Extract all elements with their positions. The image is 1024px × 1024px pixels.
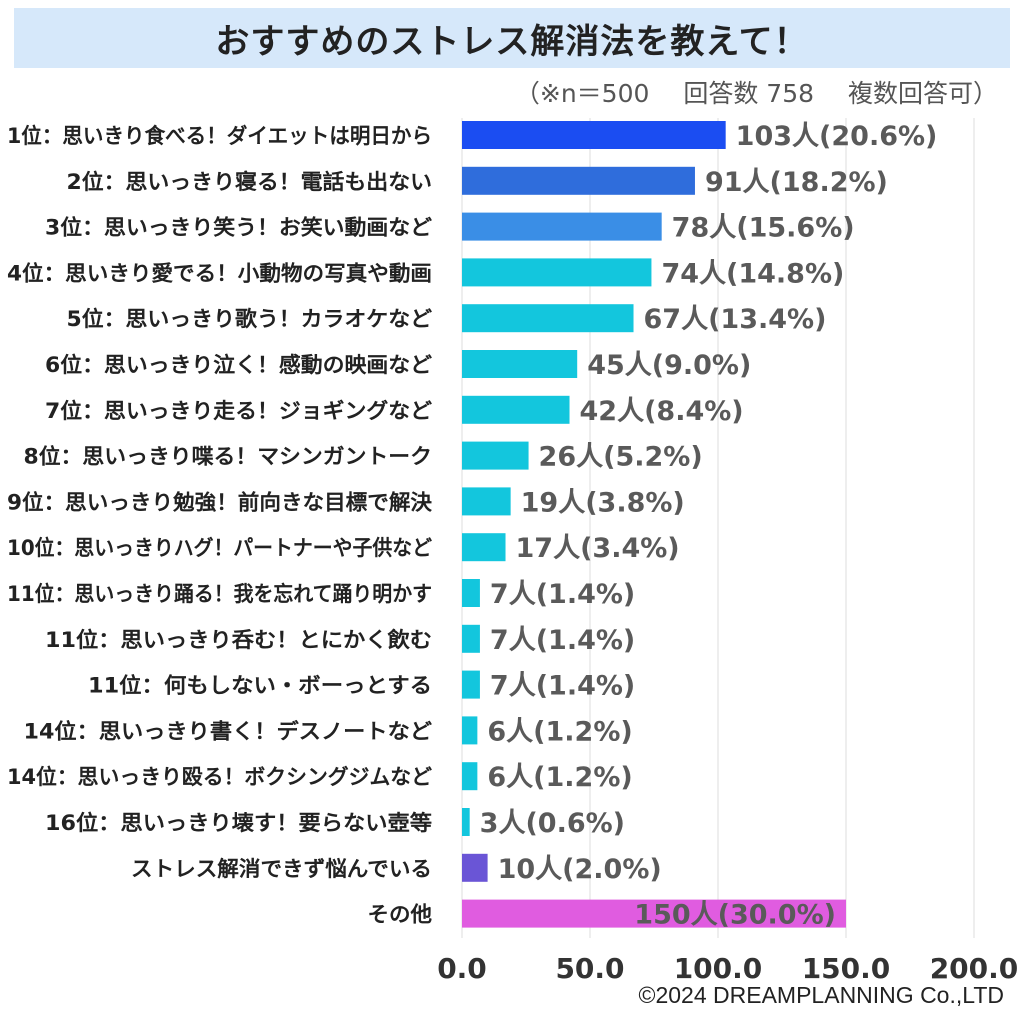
bar	[462, 258, 652, 287]
bar	[462, 304, 634, 333]
data-label: 103人(20.6%)	[736, 121, 938, 152]
data-label: 26人(5.2%)	[539, 442, 703, 473]
bar	[462, 762, 478, 791]
data-label: 7人(1.4%)	[490, 671, 635, 702]
data-label: 17人(3.4%)	[516, 533, 680, 564]
category-label: 7位：思いっきり走る！ジョギングなど	[45, 399, 432, 423]
data-label: 3人(0.6%)	[480, 808, 625, 839]
category-label: 8位：思いっきり喋る！マシンガントーク	[24, 445, 432, 469]
bar	[462, 487, 511, 516]
data-label: 6人(1.2%)	[487, 716, 632, 747]
category-label: 6位：思いっきり泣く！感動の映画など	[45, 353, 432, 377]
bar	[462, 808, 470, 836]
category-label: 1位：思いきり食べる！ダイエットは明日から	[7, 124, 432, 148]
data-label: 6人(1.2%)	[487, 762, 632, 793]
x-tick-label: 50.0	[555, 952, 624, 985]
category-label: 10位：思いっきりハグ！パートナーや子供など	[7, 536, 432, 560]
x-tick-label: 100.0	[674, 952, 763, 985]
bar	[462, 533, 506, 562]
category-label: 5位：思いっきり歌う！カラオケなど	[67, 307, 433, 331]
bar	[462, 579, 480, 607]
data-label: 7人(1.4%)	[490, 625, 635, 656]
category-label: 16位：思いっきり壊す！要らない壺等	[45, 811, 432, 835]
title-bar: おすすめのストレス解消法を教えて！	[14, 8, 1010, 68]
category-label: その他	[368, 903, 433, 927]
bar	[462, 212, 662, 241]
category-label: 2位：思いっきり寝る！電話も出ない	[67, 170, 433, 194]
data-label: 10人(2.0%)	[498, 854, 662, 885]
category-label: 3位：思いっきり笑う！お笑い動画など	[45, 216, 432, 240]
data-label: 19人(3.8%)	[521, 487, 685, 518]
category-label: 4位：思いきり愛でる！小動物の写真や動画	[7, 261, 432, 285]
category-label: 11位：思いっきり踊る！我を忘れて踊り明かす	[7, 582, 432, 606]
category-label: 11位：何もしない・ボーっとする	[88, 674, 432, 698]
category-label: 14位：思いっきり殴る！ボクシングジムなど	[7, 765, 432, 789]
data-label: 150人(30.0%)	[634, 900, 836, 931]
bar	[462, 441, 529, 470]
multiple-answer-note: 複数回答可）	[847, 79, 998, 108]
answer-count: 回答数 758	[683, 79, 815, 108]
copyright: ©2024 DREAMPLANNING Co.,LTD	[638, 982, 1004, 1008]
category-label: ストレス解消できず悩んでいる	[131, 857, 432, 881]
bar	[462, 624, 480, 653]
x-tick-label: 200.0	[930, 952, 1019, 985]
data-label: 74人(14.8%)	[661, 258, 844, 289]
bar	[462, 121, 726, 149]
data-label: 42人(8.4%)	[580, 396, 744, 427]
category-label: 11位：思いっきり呑む！とにかく飲む	[45, 628, 432, 652]
chart-title: おすすめのストレス解消法を教えて！	[215, 21, 809, 62]
data-label: 91人(18.2%)	[705, 167, 888, 198]
bar	[462, 350, 578, 378]
data-label: 67人(13.4%)	[644, 304, 827, 335]
x-tick-label: 0.0	[437, 952, 487, 985]
x-tick-label: 150.0	[802, 952, 891, 985]
bar	[462, 166, 695, 195]
bar	[462, 853, 488, 882]
category-label: 9位：思いっきり勉強！前向きな目標で解決	[7, 490, 433, 514]
sample-size: （※n＝500	[514, 79, 650, 108]
data-label: 78人(15.6%)	[672, 213, 855, 244]
bar	[462, 899, 846, 928]
bar	[462, 395, 570, 424]
sample-note: （※n＝500 回答数 758 複数回答可）	[515, 74, 998, 110]
data-label: 45人(9.0%)	[587, 350, 751, 381]
bar	[462, 670, 480, 699]
category-label: 14位：思いっきり書く！デスノートなど	[24, 719, 433, 743]
bar	[462, 716, 478, 745]
data-label: 7人(1.4%)	[490, 579, 635, 610]
